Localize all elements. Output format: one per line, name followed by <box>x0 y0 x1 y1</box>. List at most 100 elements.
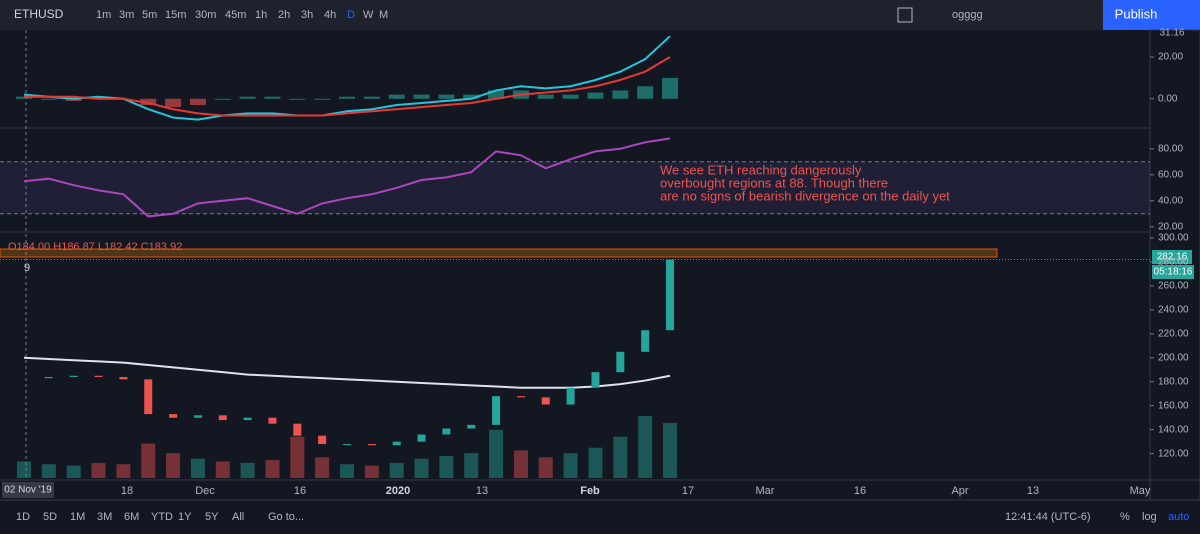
macd-current: 31.16 <box>1159 28 1184 39</box>
candle <box>541 397 550 405</box>
candle <box>392 441 401 446</box>
histogram-bar <box>637 86 654 99</box>
volume-bar <box>265 460 280 478</box>
histogram-bar <box>488 90 505 99</box>
indicator-count[interactable]: 9 <box>24 262 30 274</box>
volume-bar <box>240 462 255 478</box>
interval[interactable]: 4h <box>324 9 336 21</box>
cursor-date: 02 Nov '19 <box>4 485 52 496</box>
interval[interactable]: 3h <box>301 9 313 21</box>
volume-bar <box>588 447 603 478</box>
interval[interactable]: 3m <box>119 9 134 21</box>
interval[interactable]: 15m <box>165 9 186 21</box>
candle <box>367 444 376 446</box>
log[interactable]: log <box>1142 511 1157 523</box>
interval[interactable]: 5m <box>142 9 157 21</box>
candle <box>591 372 600 388</box>
range[interactable]: 3M <box>97 511 112 523</box>
time-label: 16 <box>294 485 306 497</box>
y-tick-label: 280.00 <box>1158 257 1189 268</box>
candle <box>318 435 327 445</box>
volume-bar <box>364 465 379 478</box>
time-label: 13 <box>1027 485 1039 497</box>
volume-bar <box>414 458 429 478</box>
rect-icon[interactable] <box>897 7 913 23</box>
range[interactable]: 1Y <box>178 511 192 523</box>
signal-line <box>24 56 671 117</box>
symbol[interactable]: ETHUSD <box>14 7 64 21</box>
y-tick-label: 140.00 <box>1158 424 1189 435</box>
range[interactable]: 1D <box>16 511 30 523</box>
time-label: Dec <box>195 485 215 497</box>
volume-bar <box>538 457 553 478</box>
histogram-bar <box>90 96 107 99</box>
last-price: 282.16 <box>1157 252 1188 263</box>
histogram-bar <box>463 94 480 99</box>
histogram-bar <box>612 90 629 99</box>
interval[interactable]: M <box>379 9 388 21</box>
candle <box>566 387 575 405</box>
macd-line <box>23 35 671 121</box>
range[interactable]: 5Y <box>205 511 219 523</box>
annotation: overbought regions at 88. Though there <box>660 175 888 190</box>
auto[interactable]: auto <box>1168 511 1189 523</box>
volume-bar <box>340 464 354 478</box>
last-price-box <box>1152 250 1192 264</box>
volume-bar <box>563 453 578 478</box>
volume-bar <box>17 461 31 478</box>
histogram-bar <box>413 94 430 99</box>
histogram-bar <box>289 98 306 100</box>
volume-bar <box>613 436 628 478</box>
range[interactable]: 6M <box>124 511 139 523</box>
candle <box>243 417 252 421</box>
interval[interactable]: 2h <box>278 9 290 21</box>
countdown-box <box>1152 265 1194 279</box>
range[interactable]: 1M <box>70 511 85 523</box>
histogram-bar <box>388 94 405 99</box>
clock: 12:41:44 (UTC-6) <box>1005 511 1091 523</box>
range[interactable]: All <box>232 511 244 523</box>
volume-bar <box>141 443 156 478</box>
volume-bar <box>439 455 454 478</box>
histogram-bar <box>363 96 380 99</box>
range[interactable]: YTD <box>151 511 173 523</box>
time-label: May <box>1130 485 1151 497</box>
volume-bar <box>190 458 205 478</box>
publish-label[interactable]: Publish <box>1115 6 1158 21</box>
y-tick-label: 300.00 <box>1158 233 1189 244</box>
candle <box>144 379 153 415</box>
candle <box>69 375 78 377</box>
y-tick-label: 20.00 <box>1158 221 1183 232</box>
goto[interactable]: Go to... <box>268 511 304 523</box>
interval[interactable]: D <box>347 9 355 21</box>
y-tick-label: 260.00 <box>1158 281 1189 292</box>
countdown: 05:18:16 <box>1154 267 1193 278</box>
volume-bar <box>638 416 653 478</box>
candle <box>193 415 202 418</box>
layout-name[interactable]: ogggg <box>952 9 983 21</box>
interval[interactable]: 1m <box>96 9 111 21</box>
volume-bar <box>290 436 305 478</box>
interval[interactable]: 30m <box>195 9 216 21</box>
candle <box>94 375 103 377</box>
y-tick-label: 220.00 <box>1158 328 1189 339</box>
histogram-bar <box>537 94 554 99</box>
publish-button[interactable] <box>1103 0 1200 30</box>
histogram-bar <box>165 98 182 108</box>
volume-bar <box>464 453 479 478</box>
time-label: 18 <box>121 485 133 497</box>
interval[interactable]: 45m <box>225 9 246 21</box>
histogram-bar <box>40 98 57 100</box>
time-label: Mar <box>756 485 775 497</box>
interval[interactable]: 1h <box>255 9 267 21</box>
y-tick-label: 200.00 <box>1158 352 1189 363</box>
histogram-bar <box>438 94 455 99</box>
range[interactable]: 5D <box>43 511 57 523</box>
y-tick-label: 80.00 <box>1158 143 1183 154</box>
histogram-bar <box>314 98 331 100</box>
interval[interactable]: W <box>363 9 374 21</box>
candle <box>641 330 650 352</box>
percent[interactable]: % <box>1120 511 1130 523</box>
y-tick-label: 160.00 <box>1158 400 1189 411</box>
volume-bar <box>663 422 677 478</box>
